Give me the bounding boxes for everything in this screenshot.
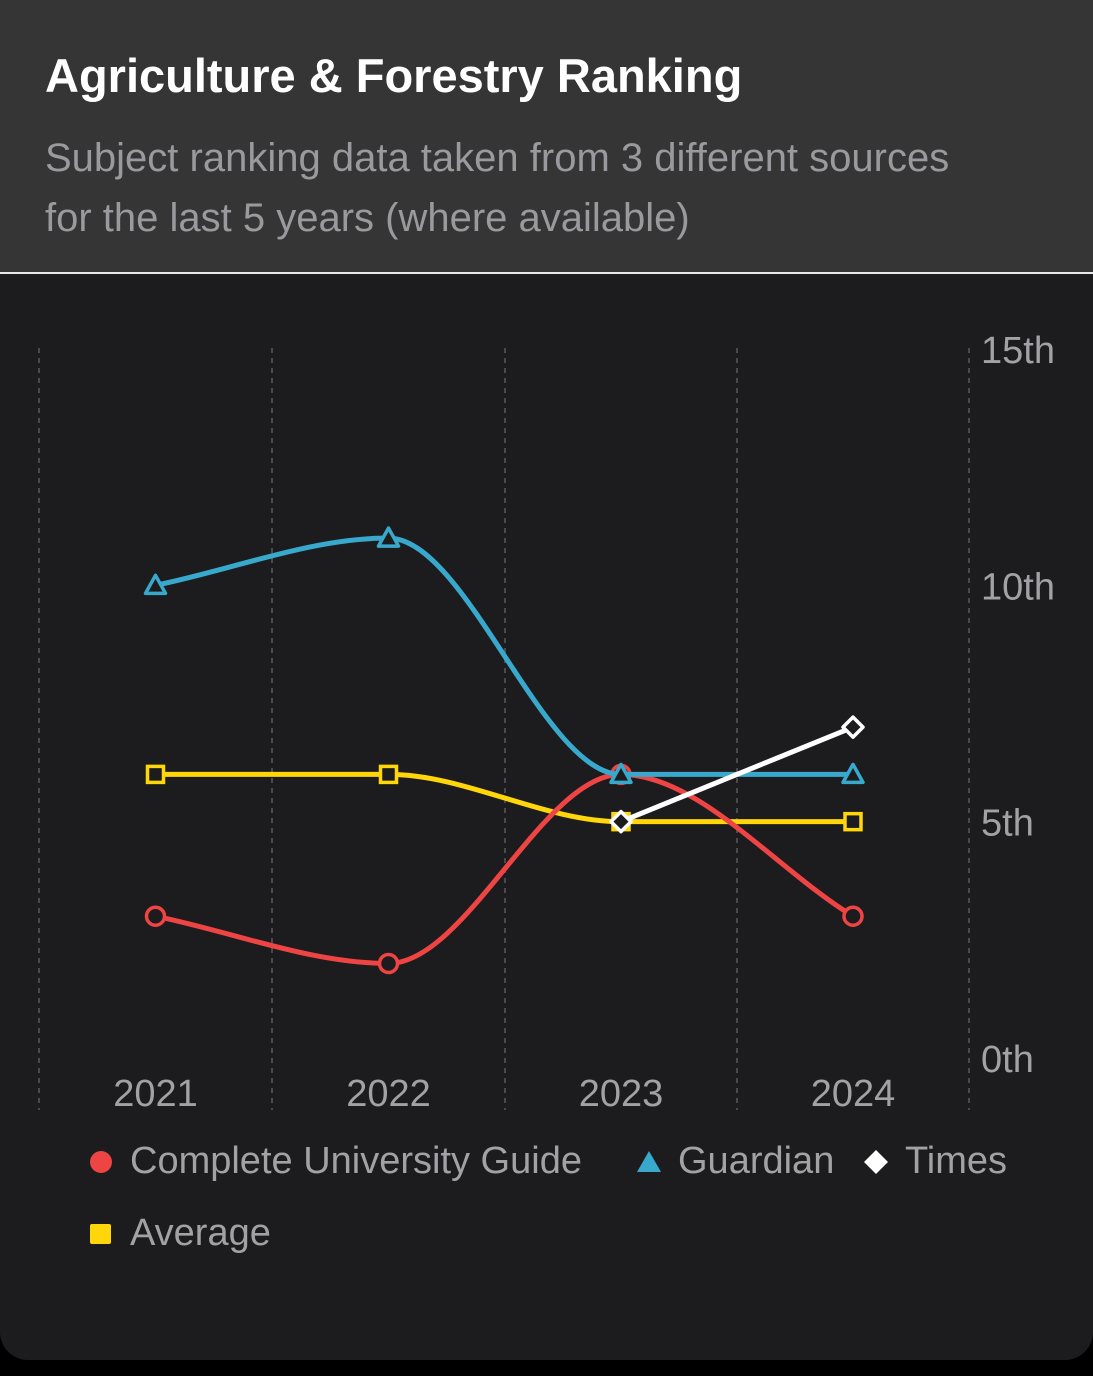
square-marker-icon: [90, 1223, 111, 1244]
series-line: [153, 535, 856, 777]
card-subtitle: Subject ranking data taken from 3 differ…: [45, 136, 950, 240]
diamond-marker-icon: [864, 1149, 888, 1174]
series-guardian: [143, 526, 865, 785]
card-title: Agriculture & Forestry Ranking: [45, 49, 743, 102]
y-tick-label: 5th: [981, 803, 1034, 845]
data-point: [842, 905, 864, 927]
data-point: [143, 573, 168, 596]
data-point: [841, 762, 865, 785]
series-line: [153, 771, 856, 966]
ranking-line-chart: 0th 5th 10th 15th 2021 2022 2023 2024: [38, 330, 1055, 1115]
series-line: [153, 771, 856, 825]
x-tick-label: 2024: [811, 1073, 896, 1115]
data-point: [609, 809, 633, 834]
y-tick-label: 15th: [981, 330, 1055, 372]
data-point: [376, 526, 401, 548]
data-point: [841, 715, 865, 739]
data-point: [145, 764, 166, 785]
legend-item[interactable]: Guardian: [636, 1140, 834, 1183]
chart-axes: 0th 5th 10th 15th 2021 2022 2023 2024: [113, 330, 1055, 1115]
chart-series: [143, 526, 865, 975]
legend-item[interactable]: Complete University Guide: [88, 1140, 582, 1183]
legend-item[interactable]: Times: [863, 1140, 1007, 1183]
data-point: [843, 811, 863, 832]
legend-label: Average: [130, 1212, 271, 1254]
data-point: [609, 762, 633, 785]
circle-marker-icon: [90, 1150, 112, 1173]
series-line: [618, 724, 856, 825]
legend-label: Guardian: [678, 1140, 835, 1182]
triangle-marker-icon: [637, 1150, 661, 1172]
legend-item[interactable]: Average: [88, 1212, 271, 1255]
data-point: [377, 952, 400, 975]
legend-label: Complete University Guide: [130, 1140, 582, 1182]
y-tick-label: 10th: [981, 566, 1055, 608]
y-tick-label: 0th: [981, 1039, 1034, 1081]
legend-label: Times: [905, 1140, 1008, 1182]
data-point: [378, 764, 399, 785]
card-header: Agriculture & Forestry Ranking Subject r…: [0, 0, 1093, 274]
chart-grid: [38, 348, 970, 1110]
x-tick-label: 2023: [579, 1073, 664, 1115]
x-tick-label: 2022: [346, 1073, 431, 1115]
series-times: [609, 715, 865, 834]
x-tick-label: 2021: [113, 1073, 198, 1115]
data-point: [144, 905, 167, 927]
